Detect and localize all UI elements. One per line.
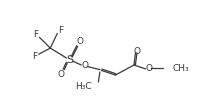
Text: H₃C: H₃C [75, 82, 92, 91]
Text: F: F [33, 30, 38, 39]
Text: F: F [59, 26, 64, 35]
Text: S: S [66, 55, 73, 65]
Text: O: O [134, 47, 141, 56]
Text: CH₃: CH₃ [173, 64, 189, 73]
Text: O: O [145, 64, 152, 73]
Text: O: O [82, 60, 89, 70]
Text: O: O [58, 70, 65, 79]
Text: O: O [76, 37, 83, 46]
Text: F: F [32, 52, 37, 61]
